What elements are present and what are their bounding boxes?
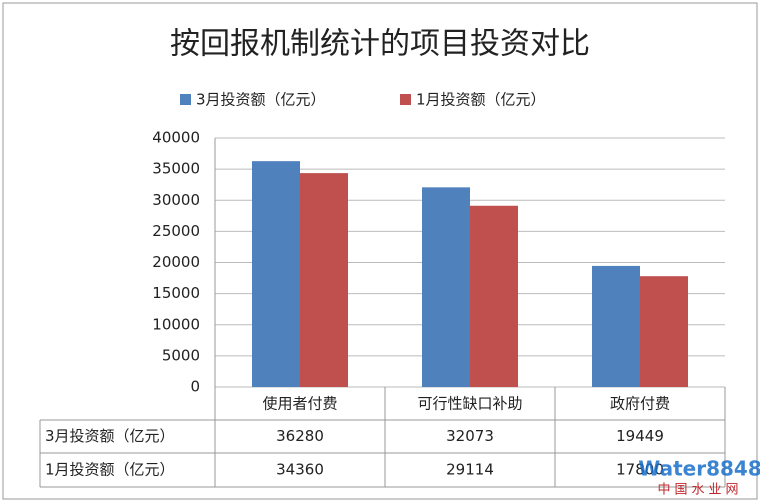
legend-label: 1月投资额（亿元） [416,91,546,109]
bar [252,161,300,387]
table-cell: 19449 [616,427,664,445]
chart-title: 按回报机制统计的项目投资对比 [170,27,590,62]
legend-swatch [180,94,191,105]
legend-label: 3月投资额（亿元） [196,91,326,109]
table-cell: 17800 [616,461,664,479]
watermark-site: 中国水业网 [657,483,742,498]
legend-swatch [400,94,411,105]
y-tick-label: 25000 [152,222,200,240]
x-tick-label: 可行性缺口补助 [417,395,522,413]
watermark-brand: Water8848 [638,457,760,481]
bar [422,187,470,387]
x-tick-label: 政府付费 [610,395,670,413]
y-tick-label: 30000 [152,191,200,209]
bar [640,276,688,387]
table-cell: 32073 [446,427,494,445]
x-tick-label: 使用者付费 [262,395,337,413]
table-cell: 34360 [276,461,324,479]
y-tick-label: 10000 [152,315,200,333]
bar [300,173,348,387]
y-tick-label: 15000 [152,284,200,302]
y-tick-label: 35000 [152,160,200,178]
bar [470,205,518,387]
table-row-header: 3月投资额（亿元） [45,427,175,445]
y-tick-label: 5000 [162,346,200,364]
y-tick-label: 40000 [152,129,200,147]
y-tick-label: 0 [190,378,200,396]
bar [592,265,640,387]
table-row-header: 1月投资额（亿元） [45,461,175,479]
table-cell: 29114 [446,461,494,479]
y-tick-label: 20000 [152,253,200,271]
table-cell: 36280 [276,427,324,445]
